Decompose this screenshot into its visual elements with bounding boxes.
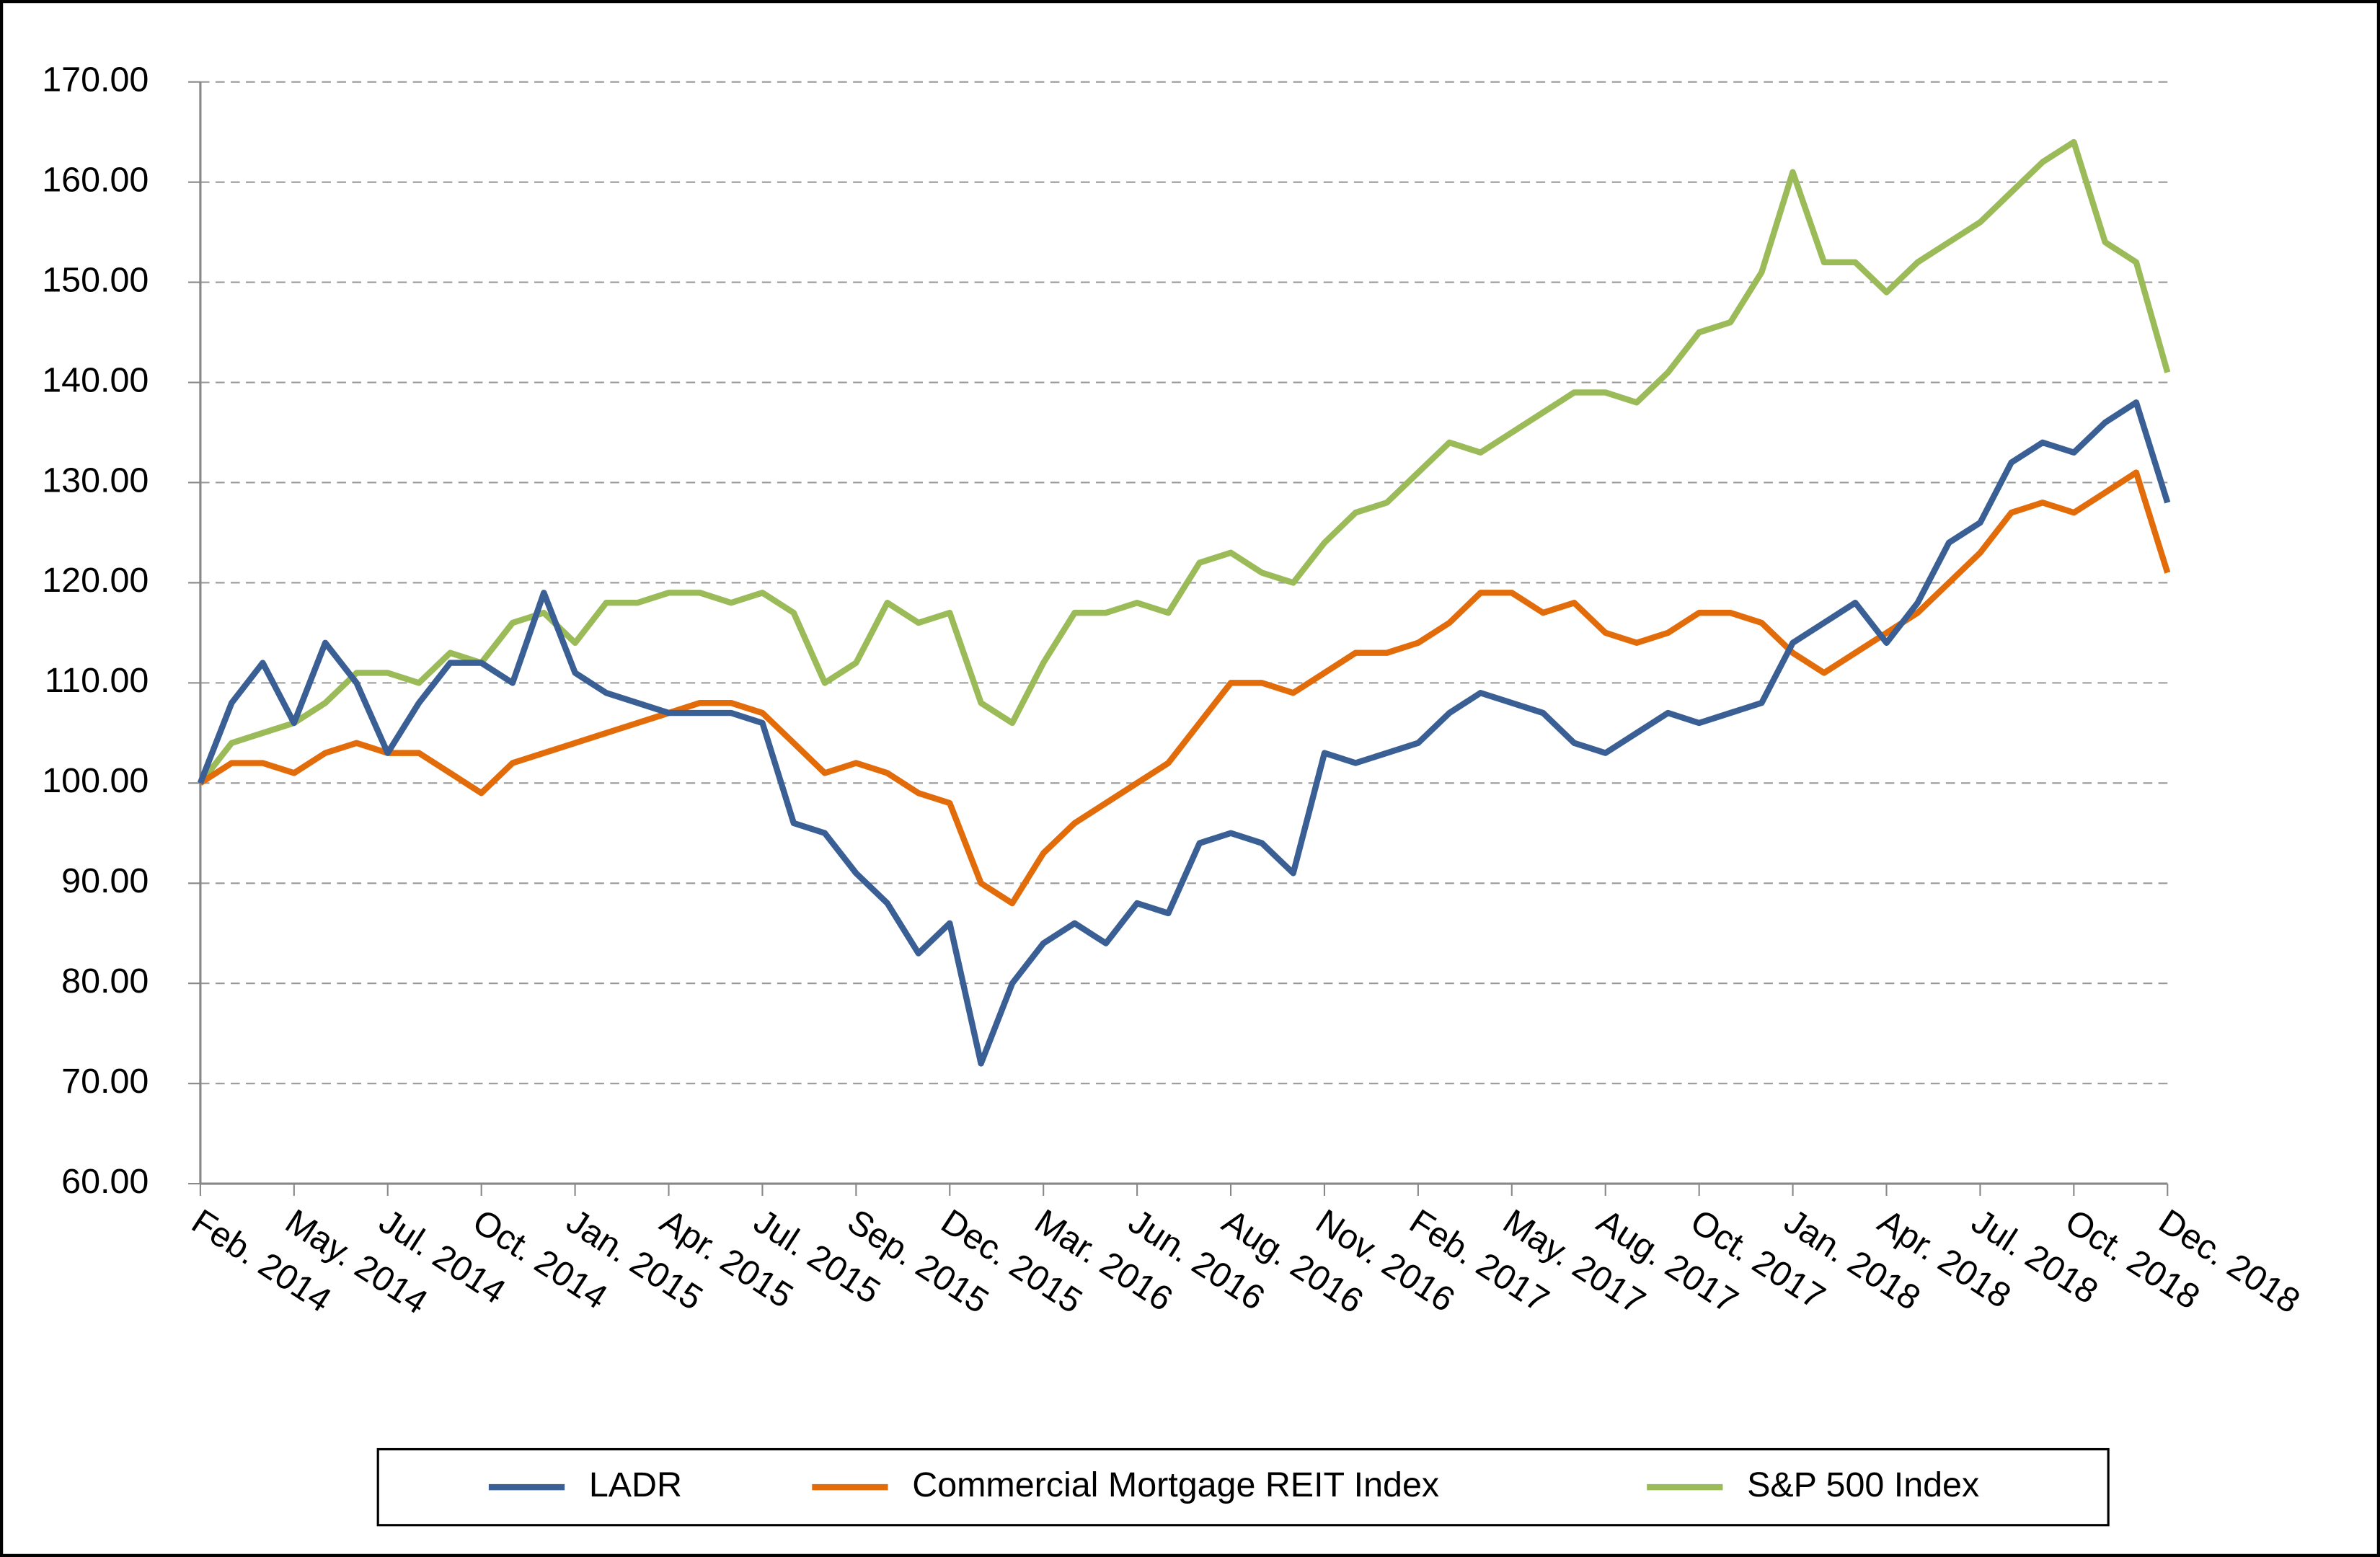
y-tick-label: 70.00 [61,1062,149,1101]
y-tick-label: 140.00 [42,360,149,399]
legend-label: LADR [589,1465,682,1504]
legend-label: S&P 500 Index [1747,1465,1979,1504]
series-line [198,138,2171,785]
y-tick-label: 150.00 [42,260,149,299]
y-tick-label: 80.00 [61,962,149,1001]
y-tick-label: 100.00 [42,761,149,800]
y-tick-label: 130.00 [42,461,149,500]
series-line [198,469,2171,907]
legend-box [376,1447,2110,1527]
legend-label: Commercial Mortgage REIT Index [912,1465,1439,1504]
y-tick-label: 90.00 [61,861,149,900]
series-line [197,399,2171,1067]
y-tick-label: 110.00 [45,661,149,700]
y-tick-label: 60.00 [61,1162,149,1201]
y-tick-label: 170.00 [42,60,149,99]
y-tick-label: 160.00 [42,160,149,199]
y-tick-label: 120.00 [42,561,149,600]
